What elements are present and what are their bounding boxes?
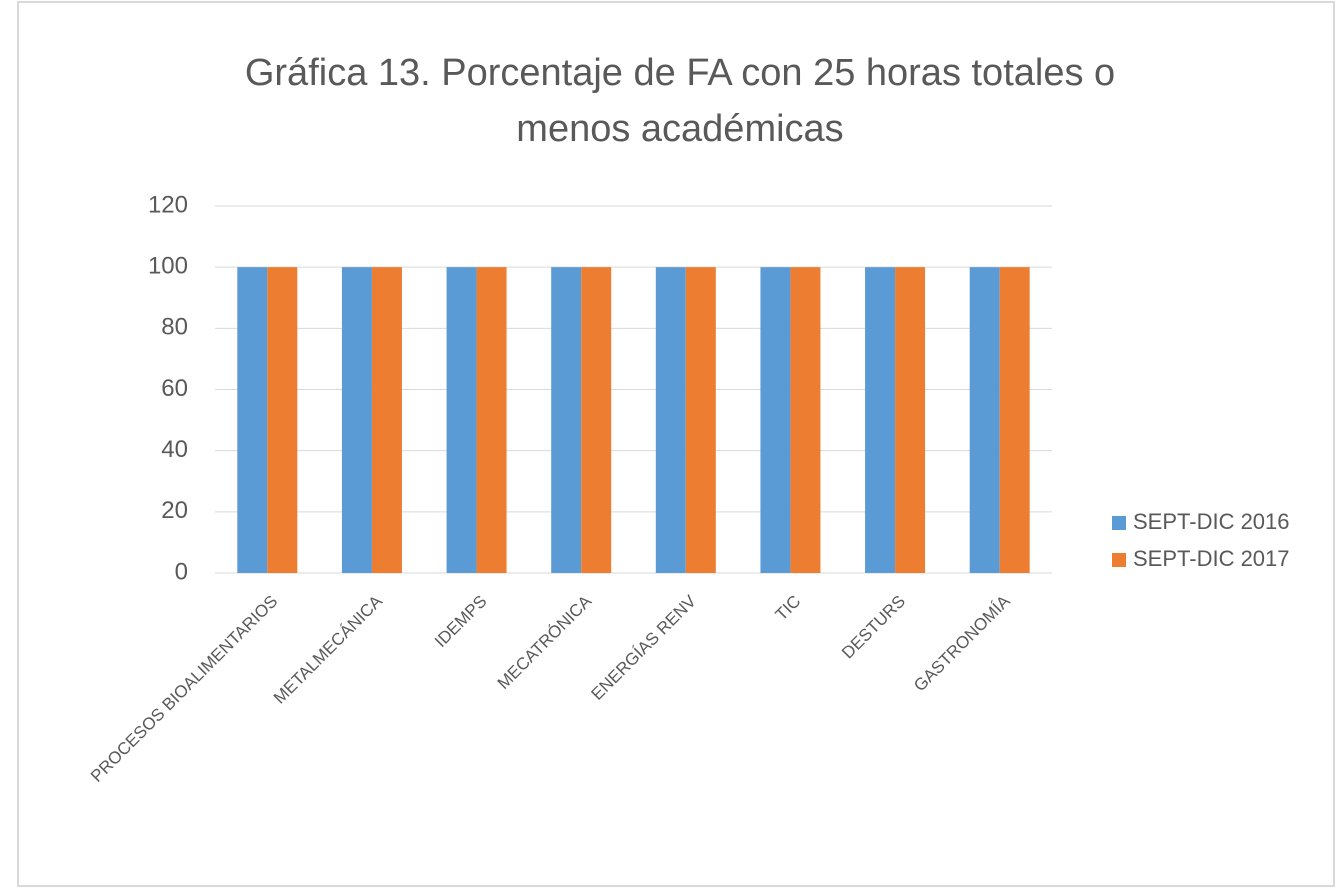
- y-tick-label: 120: [148, 191, 188, 218]
- bar: [655, 267, 686, 573]
- legend-label: SEPT-DIC 2017: [1133, 546, 1290, 571]
- bar: [267, 267, 298, 573]
- bar: [371, 267, 402, 573]
- bar: [790, 267, 821, 573]
- bar: [341, 267, 372, 573]
- y-tick-label: 0: [175, 558, 188, 585]
- bar: [969, 267, 1000, 573]
- bar: [685, 267, 716, 573]
- y-tick-label: 100: [148, 253, 188, 280]
- y-tick-label: 80: [161, 314, 188, 341]
- chart-title: Gráfica 13. Porcentaje de FA con 25 hora…: [245, 52, 1115, 150]
- y-tick-label: 20: [161, 497, 188, 524]
- bar: [476, 267, 507, 573]
- bar: [999, 267, 1030, 573]
- y-tick-label: 40: [161, 436, 188, 463]
- legend-label: SEPT-DIC 2016: [1133, 509, 1290, 534]
- bar: [237, 267, 268, 573]
- bar: [551, 267, 582, 573]
- bar: [895, 267, 926, 573]
- legend-swatch: [1112, 553, 1126, 567]
- bar: [446, 267, 477, 573]
- bar: [581, 267, 612, 573]
- bar: [760, 267, 791, 573]
- bar: [865, 267, 896, 573]
- legend-swatch: [1112, 516, 1126, 530]
- y-tick-label: 60: [161, 375, 188, 402]
